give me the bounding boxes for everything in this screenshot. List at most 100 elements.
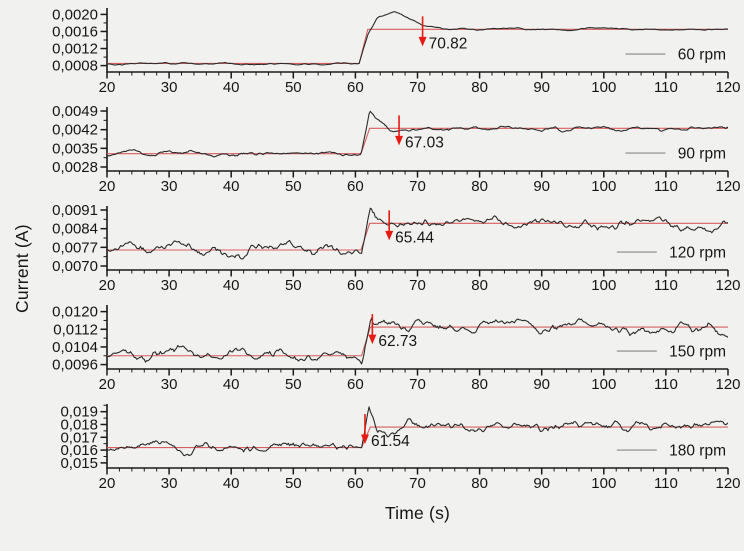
data-line	[107, 110, 728, 158]
legend: 120 rpm	[616, 245, 726, 262]
legend-label: 90 rpm	[678, 146, 726, 163]
axes	[106, 8, 728, 73]
x-tick-label: 90	[533, 79, 550, 96]
x-tick-label: 20	[99, 178, 116, 195]
annotation-arrow	[360, 414, 369, 445]
fit-line	[107, 426, 728, 449]
x-tick-label: 80	[471, 277, 488, 294]
x-tick-label: 70	[409, 475, 426, 492]
y-tick-label: 0,0084	[52, 221, 98, 238]
x-tick-label: 30	[161, 79, 178, 96]
y-tick-label: 0,0120	[52, 304, 98, 321]
legend: 60 rpm	[625, 47, 726, 64]
x-tick-label: 100	[591, 79, 616, 96]
x-tick-label: 110	[654, 79, 678, 96]
x-tick-label: 100	[591, 475, 616, 492]
x-tick-label: 120	[715, 79, 740, 96]
panel-60-rpm: 20 30 40 50 60 70 80 90 100 110 1200,00080,00120,0…	[52, 6, 741, 96]
x-tick-label: 70	[409, 277, 426, 294]
x-tick-label: 70	[409, 376, 426, 393]
y-tick-label: 0,0077	[52, 239, 98, 256]
chart-panels: 20 30 40 50 60 70 80 90 100 110 120 0,0008 0,0012 0,0…	[52, 6, 741, 492]
x-tick-label: 50	[285, 277, 302, 294]
x-tick-label: 110	[654, 178, 678, 195]
x-axis: 20 30 40 50 60 70 80 90 100 110 120	[99, 72, 741, 96]
x-tick-label: 70	[409, 79, 426, 96]
annotation-label: 61.54	[371, 433, 410, 450]
x-tick-label: 100	[591, 178, 616, 195]
x-tick-label: 80	[471, 475, 488, 492]
y-tick-label: 0,0035	[52, 140, 98, 157]
y-tick-label: 0,016	[60, 442, 98, 459]
x-tick-label: 40	[223, 79, 240, 96]
x-tick-label: 90	[533, 475, 550, 492]
x-tick-label: 20	[99, 277, 116, 294]
x-tick-label: 30	[161, 475, 178, 492]
x-tick-label: 30	[161, 376, 178, 393]
x-tick-label: 100	[591, 376, 616, 393]
annotation-arrow	[385, 210, 394, 241]
y-tick-label: 0,017	[60, 429, 98, 446]
x-tick-label: 80	[471, 376, 488, 393]
x-tick-label: 120	[715, 178, 740, 195]
legend: 90 rpm	[625, 146, 726, 163]
x-tick-label: 110	[654, 277, 678, 294]
x-tick-label: 60	[347, 277, 364, 294]
y-axis-title: Current (A)	[12, 224, 32, 313]
y-tick-label: 0,0104	[52, 339, 98, 356]
x-tick-label: 30	[161, 178, 178, 195]
x-tick-label: 40	[223, 277, 240, 294]
panel-120-rpm: 20 30 40 50 60 70 80 90 100 110 1200,00700,00770,0…	[52, 202, 741, 294]
legend-label: 180 rpm	[669, 443, 726, 460]
x-axis: 20 30 40 50 60 70 80 90 100 110 120	[99, 270, 741, 294]
x-tick-label: 70	[409, 178, 426, 195]
y-tick-label: 0,0112	[53, 321, 98, 338]
legend-label: 120 rpm	[669, 245, 726, 262]
x-tick-label: 50	[285, 376, 302, 393]
x-tick-label: 60	[347, 79, 364, 96]
annotation-arrow	[418, 16, 427, 47]
x-tick-label: 110	[654, 376, 678, 393]
x-tick-label: 40	[223, 178, 240, 195]
x-tick-label: 20	[99, 475, 116, 492]
x-tick-label: 20	[99, 79, 116, 96]
data-line	[107, 11, 728, 66]
legend-label: 150 rpm	[669, 344, 726, 361]
x-tick-label: 90	[533, 376, 550, 393]
annotation-label: 65.44	[395, 229, 434, 246]
x-tick-label: 120	[715, 277, 740, 294]
y-tick-label: 0,0012	[52, 41, 98, 58]
annotation-label: 70.82	[429, 35, 468, 52]
x-axis: 20 30 40 50 60 70 80 90 100 110 120	[99, 171, 741, 195]
legend-label: 60 rpm	[678, 47, 726, 64]
y-tick-label: 0,0070	[52, 258, 98, 275]
annotation-arrow	[395, 115, 404, 146]
data-line	[107, 317, 728, 365]
axes	[106, 305, 728, 370]
x-tick-label: 30	[161, 277, 178, 294]
y-tick-label: 0,0016	[52, 23, 98, 40]
legend: 150 rpm	[616, 344, 726, 361]
x-tick-label: 110	[654, 475, 678, 492]
x-axis: 20 30 40 50 60 70 80 90 100 110 120	[99, 369, 741, 393]
x-tick-label: 60	[347, 178, 364, 195]
panel-180-rpm: 20 30 40 50 60 70 80 90 100 110 120 0,0150,0160,017…	[60, 404, 741, 492]
y-tick-label: 0,015	[60, 455, 98, 472]
x-tick-label: 50	[285, 178, 302, 195]
y-tick-label: 0,0042	[52, 122, 98, 139]
x-tick-label: 50	[285, 475, 302, 492]
y-tick-label: 0,0049	[52, 103, 98, 120]
legend: 180 rpm	[616, 443, 726, 460]
y-tick-label: 0,0020	[52, 6, 98, 23]
x-tick-label: 100	[591, 277, 616, 294]
y-tick-label: 0,0008	[52, 58, 98, 75]
x-axis: 20 30 40 50 60 70 80 90 100 110 120	[99, 468, 741, 492]
x-tick-label: 80	[471, 178, 488, 195]
fit-line	[107, 28, 728, 65]
data-line	[107, 406, 728, 457]
x-axis-title: Time (s)	[384, 503, 451, 523]
y-tick-label: 0,0096	[52, 357, 98, 374]
